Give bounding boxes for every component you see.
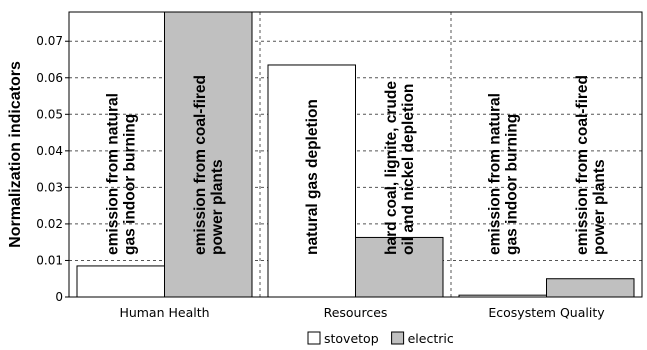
bar-electric xyxy=(164,11,253,298)
plot-area-frame xyxy=(68,11,643,298)
bar-annotation-line: power plants xyxy=(209,159,226,255)
bar-annotation-line: gas indoor burning xyxy=(121,114,138,255)
bar-annotation-line: oil and nickel depletion xyxy=(400,84,417,255)
y-axis-ticks: 0 0.01 0.02 0.03 0.04 0.05 0.06 0.07 xyxy=(36,34,69,304)
y-tick-label: 0.03 xyxy=(36,180,63,194)
bar-annotation-line: emission from coal-fired xyxy=(192,75,209,255)
bar-annotation-line: natural gas depletion xyxy=(304,99,321,255)
bar-electric xyxy=(355,236,444,298)
y-tick-label: 0.05 xyxy=(36,107,63,121)
bar-annotation-line: power plants xyxy=(591,159,608,255)
y-tick-label: 0 xyxy=(55,290,63,304)
x-category-label: Human Health xyxy=(119,305,209,320)
x-axis-category-labels: Human Health Resources Ecosystem Quality xyxy=(119,305,605,320)
y-tick-label: 0.01 xyxy=(36,253,63,267)
legend: stovetop electric xyxy=(307,331,454,346)
legend-label-electric: electric xyxy=(408,331,454,346)
y-tick-label: 0.07 xyxy=(36,34,63,48)
bar-stovetop xyxy=(267,64,356,298)
legend-swatch-stovetop xyxy=(307,331,321,345)
y-tick-label: 0.02 xyxy=(36,217,63,231)
y-tick-label: 0.06 xyxy=(36,71,63,85)
y-axis-label: Normalization indicators xyxy=(7,61,24,248)
x-category-label: Resources xyxy=(324,305,388,320)
bar-annotation-line: gas indoor burning xyxy=(503,114,520,255)
bar-annotations: emission from natural gas indoor burning e… xyxy=(104,75,608,255)
bars xyxy=(76,11,635,298)
bar-stovetop xyxy=(76,265,165,298)
legend-label-stovetop: stovetop xyxy=(324,331,379,346)
x-category-label: Ecosystem Quality xyxy=(488,305,605,320)
y-tick-label: 0.04 xyxy=(36,144,63,158)
bar-annotation-line: emission from coal-fired xyxy=(574,75,591,255)
bar-electric xyxy=(546,278,635,298)
bar-annotation-line: hard coal, lignite, crude xyxy=(383,81,400,255)
bar-annotation-line: emission from natural xyxy=(104,93,121,255)
axes xyxy=(68,11,643,298)
legend-swatch-electric xyxy=(391,331,405,345)
bar-annotation-line: emission from natural xyxy=(486,93,503,255)
